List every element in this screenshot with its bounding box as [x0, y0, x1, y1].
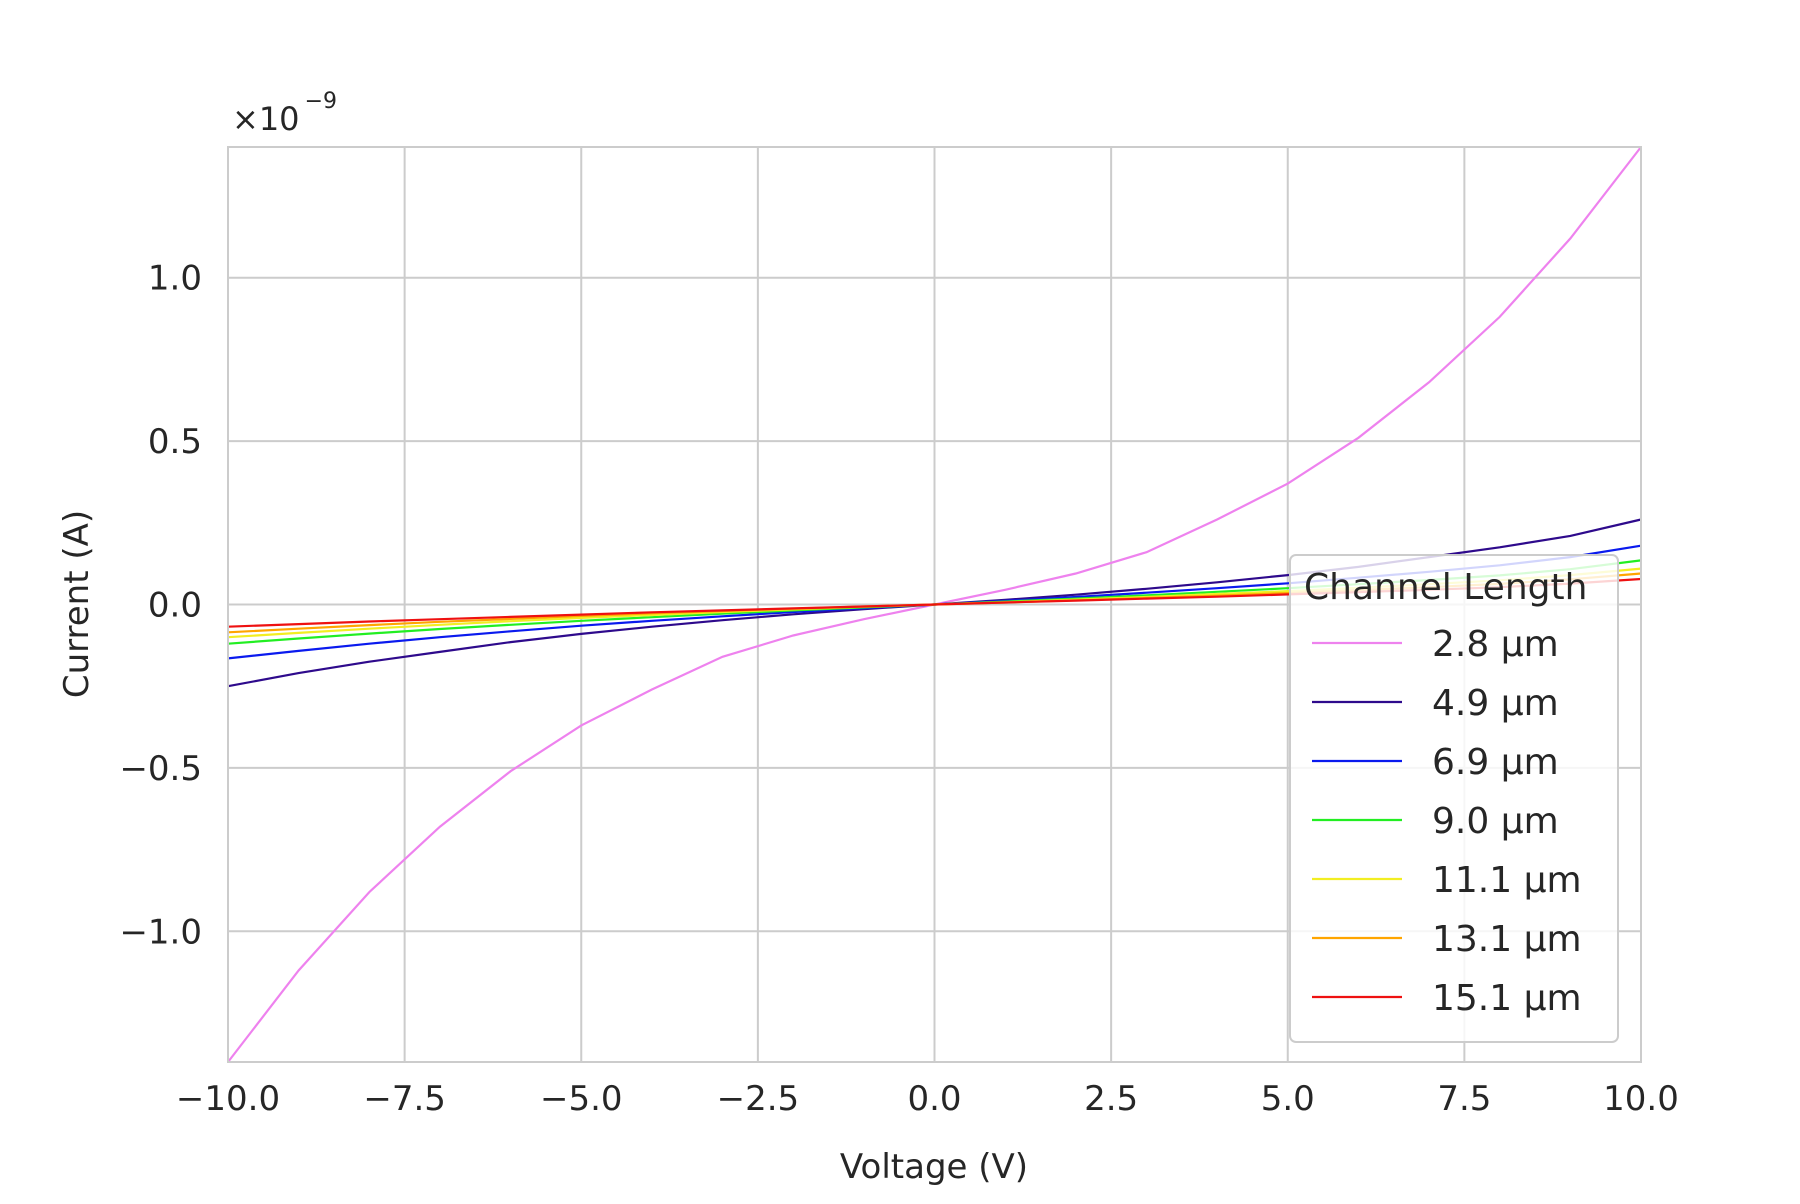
x-tick-label: −7.5 [363, 1079, 446, 1119]
x-tick-label: 2.5 [1084, 1079, 1138, 1119]
x-tick-label: −2.5 [717, 1079, 800, 1119]
y-tick-label: −1.0 [119, 912, 202, 952]
x-tick-label: 10.0 [1603, 1079, 1679, 1119]
legend-box [1289, 554, 1619, 1043]
x-axis-label: Voltage (V) [840, 1147, 1028, 1187]
legend-label: 13.1 µm [1432, 919, 1582, 960]
x-tick-label: 7.5 [1437, 1079, 1491, 1119]
legend-label: 15.1 µm [1432, 978, 1582, 1019]
y-tick-label: −0.5 [119, 749, 202, 789]
x-tick-label: −5.0 [540, 1079, 623, 1119]
y-tick-labels: −1.0 −0.5 0.0 0.5 1.0 [119, 259, 202, 953]
y-axis-label: Current (A) [57, 510, 97, 698]
legend-label: 6.9 µm [1432, 742, 1559, 783]
y-axis-multiplier: ×10 −9 [232, 89, 337, 138]
legend-items: 2.8 µm 4.9 µm 6.9 µm 9.0 µm 11.1 µm 13.1 µm 15… [1312, 624, 1582, 1019]
x-tick-labels: −10.0 −7.5 −5.0 −2.5 0.0 2.5 5.0 7.5 10.0 [176, 1079, 1679, 1119]
y-tick-label: 0.0 [148, 586, 202, 626]
x-tick-label: 0.0 [907, 1079, 961, 1119]
y-tick-label: 0.5 [148, 422, 202, 462]
legend: Channel Length 2.8 µm 4.9 µm 6.9 µm 9.0 µm 1… [1289, 554, 1619, 1043]
plot-area-frame [227, 146, 1642, 1063]
legend-title: Channel Length [1304, 567, 1587, 608]
legend-label: 9.0 µm [1432, 801, 1559, 842]
legend-label: 4.9 µm [1432, 683, 1559, 724]
y-axis-multiplier-exponent: −9 [305, 89, 337, 114]
y-tick-label: 1.0 [148, 259, 202, 299]
x-tick-label: 5.0 [1261, 1079, 1315, 1119]
y-axis-multiplier-base: ×10 [232, 100, 300, 138]
x-tick-label: −10.0 [176, 1079, 280, 1119]
legend-label: 2.8 µm [1432, 624, 1559, 665]
legend-label: 11.1 µm [1432, 860, 1582, 901]
